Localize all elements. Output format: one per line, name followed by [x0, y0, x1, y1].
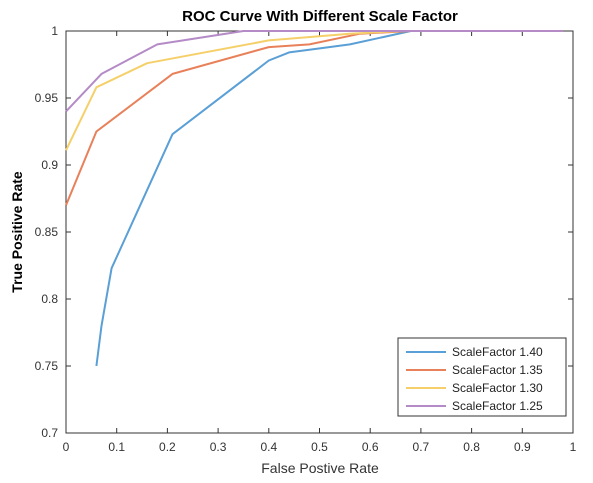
y-tick-label: 0.95: [35, 91, 59, 105]
y-tick-label: 0.7: [41, 426, 58, 440]
legend-label-2: ScaleFactor 1.35: [452, 363, 543, 377]
x-tick-label: 1: [570, 440, 577, 454]
y-axis: 0.7 0.75 0.8 0.85 0.9 0.95 1: [35, 24, 573, 440]
x-tick-label: 0.1: [108, 440, 125, 454]
x-tick-label: 0.8: [463, 440, 480, 454]
series-line-4: [65, 30, 563, 113]
y-tick-label: 0.8: [41, 292, 58, 306]
x-tick-label: 0.7: [413, 440, 430, 454]
x-tick-label: 0.9: [514, 440, 531, 454]
y-tick-label: 0.75: [35, 359, 59, 373]
legend-label-1: ScaleFactor 1.40: [452, 345, 543, 359]
x-tick-label: 0.4: [260, 440, 277, 454]
chart-title: ROC Curve With Different Scale Factor: [182, 8, 458, 25]
legend-box: [397, 337, 567, 417]
x-tick-label: 0.5: [311, 440, 328, 454]
y-tick-label: 0.85: [35, 225, 59, 239]
y-tick-label: 1: [51, 24, 58, 38]
x-tick-label: 0.3: [210, 440, 227, 454]
x-axis-label: False Postive Rate: [261, 460, 379, 476]
x-tick-label: 0.6: [362, 440, 379, 454]
legend-label-3: ScaleFactor 1.30: [452, 381, 543, 395]
legend: ScaleFactor 1.40 ScaleFactor 1.35 ScaleFac…: [397, 337, 567, 417]
y-tick-label: 0.9: [41, 158, 58, 172]
series-line-1: [95, 30, 563, 367]
series-lines: [65, 30, 563, 367]
legend-label-4: ScaleFactor 1.25: [452, 399, 543, 413]
x-axis: 0 0.1 0.2 0.3 0.4 0.5 0.6 0.7 0.8 0.9 1: [63, 31, 577, 454]
x-tick-label: 0: [63, 440, 70, 454]
x-tick-label: 0.2: [159, 440, 176, 454]
y-axis-label: True Positive Rate: [9, 171, 25, 293]
